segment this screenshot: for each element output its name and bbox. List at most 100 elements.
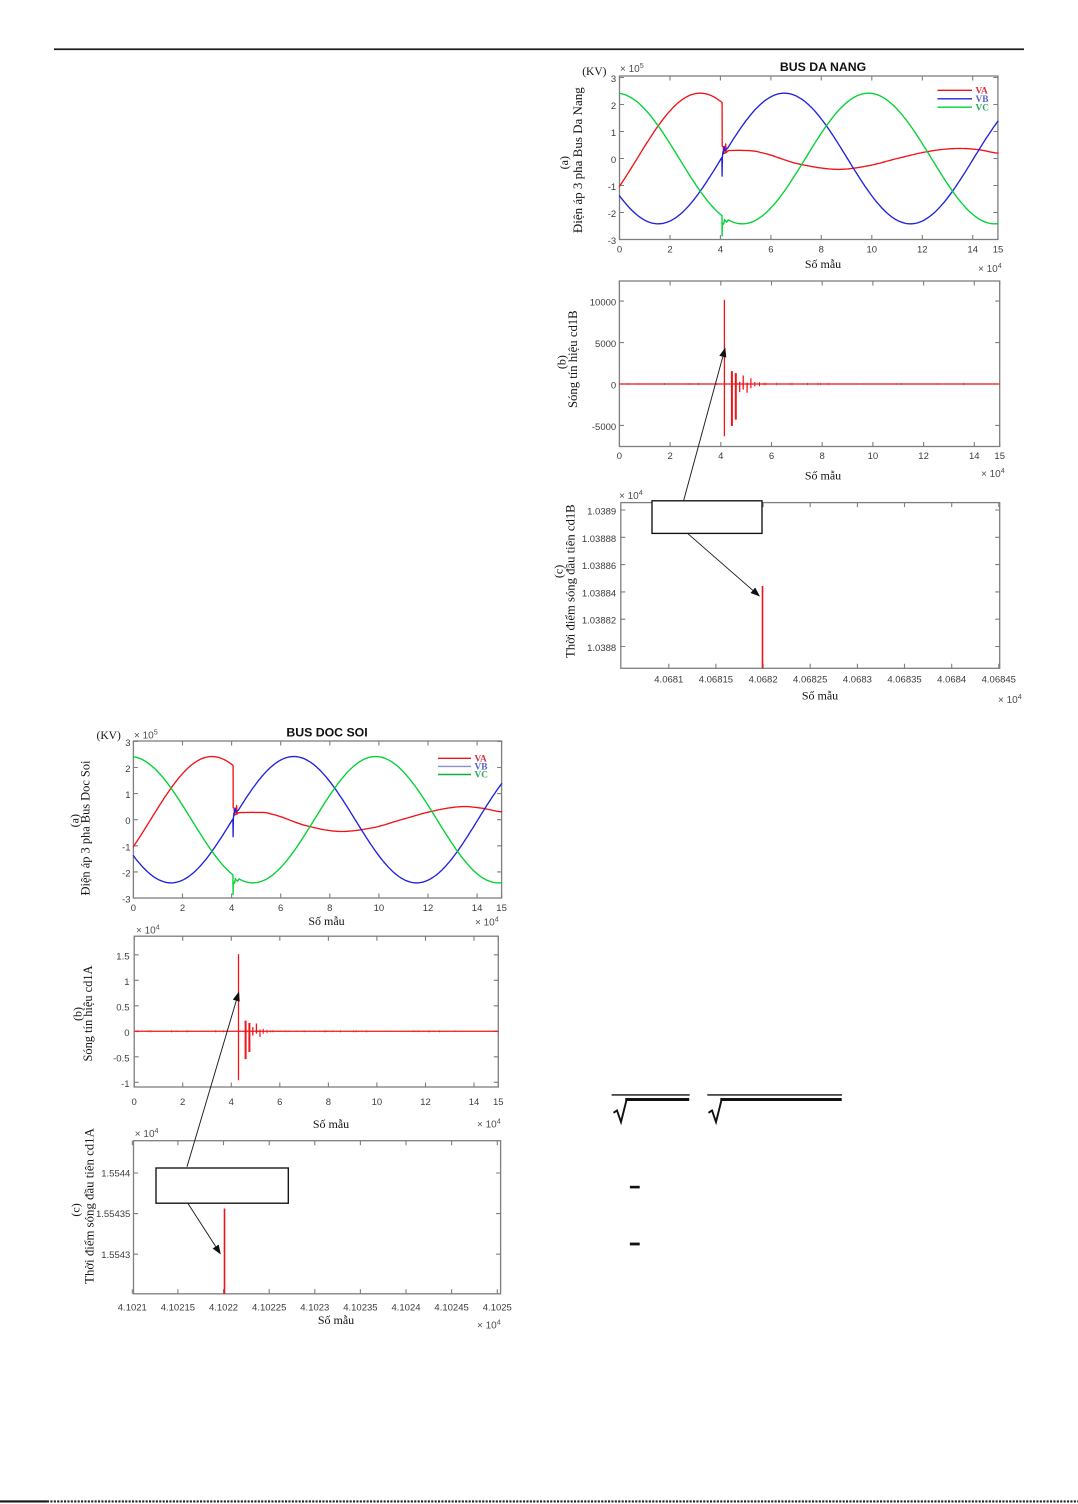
svg-text:0: 0: [124, 1028, 129, 1039]
svg-text:12: 12: [917, 245, 928, 256]
svg-text:2: 2: [667, 245, 672, 256]
svg-text:2: 2: [667, 451, 672, 462]
svg-text:6: 6: [768, 245, 773, 256]
svg-text:0: 0: [617, 451, 622, 462]
svg-text:10000: 10000: [590, 298, 616, 309]
svg-text:× 104: × 104: [136, 922, 160, 936]
svg-text:4: 4: [229, 1097, 234, 1108]
svg-text:15: 15: [993, 245, 1004, 256]
svg-text:8: 8: [819, 245, 824, 256]
svg-text:15: 15: [496, 903, 507, 914]
svg-text:(KV): (KV): [582, 66, 606, 78]
svg-text:1.55435: 1.55435: [96, 1209, 130, 1220]
svg-text:× 105: × 105: [620, 61, 644, 75]
svg-text:0: 0: [617, 245, 622, 256]
svg-text:-3: -3: [608, 236, 616, 247]
svg-text:8: 8: [820, 451, 825, 462]
svg-text:× 104: × 104: [619, 488, 643, 502]
svg-text:(a): (a): [557, 156, 571, 169]
svg-text:4.1023: 4.1023: [300, 1303, 329, 1314]
svg-text:Thời điểm sóng đầu tiên cd1B: Thời điểm sóng đầu tiên cd1B: [564, 504, 578, 658]
svg-text:1: 1: [124, 977, 129, 988]
svg-text:(KV): (KV): [97, 730, 121, 742]
svg-text:4.1022: 4.1022: [209, 1303, 238, 1314]
svg-text:-1: -1: [122, 842, 130, 853]
svg-text:0.5: 0.5: [116, 1002, 129, 1013]
svg-text:BUS DA NANG: BUS DA NANG: [780, 60, 866, 74]
svg-text:3: 3: [125, 738, 130, 749]
svg-text:-2: -2: [608, 209, 616, 220]
svg-text:15: 15: [493, 1097, 504, 1108]
svg-text:-1: -1: [608, 182, 616, 193]
svg-text:Điện áp 3 pha Bus Doc Soi: Điện áp 3 pha Bus Doc Soi: [79, 760, 93, 895]
svg-text:8: 8: [326, 1097, 331, 1108]
svg-text:4.10225: 4.10225: [252, 1303, 286, 1314]
svg-text:4.0684: 4.0684: [937, 675, 966, 686]
svg-text:1.5543: 1.5543: [101, 1250, 130, 1261]
svg-text:-1: -1: [121, 1079, 129, 1090]
svg-text:4: 4: [718, 451, 723, 462]
svg-text:4.10245: 4.10245: [434, 1303, 468, 1314]
svg-text:4: 4: [718, 245, 723, 256]
svg-text:× 104: × 104: [477, 1116, 501, 1130]
svg-text:8: 8: [327, 903, 332, 914]
svg-text:10: 10: [868, 451, 879, 462]
svg-text:Số mẫu: Số mẫu: [805, 469, 841, 483]
svg-text:4.1021: 4.1021: [118, 1303, 147, 1314]
svg-text:1.03882: 1.03882: [582, 616, 616, 627]
svg-text:4.0683: 4.0683: [843, 675, 872, 686]
svg-text:Số mẫu: Số mẫu: [318, 1313, 354, 1327]
svg-text:× 104: × 104: [978, 261, 1002, 275]
svg-text:4.06845: 4.06845: [982, 675, 1016, 686]
svg-text:14: 14: [472, 903, 483, 914]
svg-text:10: 10: [372, 1097, 383, 1108]
svg-text:6: 6: [277, 1097, 282, 1108]
svg-text:1.03886: 1.03886: [582, 561, 616, 572]
svg-text:0: 0: [132, 1097, 137, 1108]
svg-text:1.0389: 1.0389: [587, 507, 616, 518]
svg-text:4.0681: 4.0681: [654, 675, 683, 686]
svg-text:(a): (a): [68, 814, 82, 827]
svg-text:2: 2: [180, 1097, 185, 1108]
svg-text:4.10215: 4.10215: [161, 1303, 195, 1314]
svg-text:5000: 5000: [595, 339, 616, 350]
svg-text:1.5: 1.5: [116, 951, 129, 962]
svg-text:1.0388: 1.0388: [587, 643, 616, 654]
svg-text:0: 0: [125, 816, 130, 827]
svg-text:(b): (b): [554, 355, 568, 369]
svg-text:VB: VB: [976, 95, 989, 105]
svg-text:4.06835: 4.06835: [887, 675, 921, 686]
svg-text:Số mẫu: Số mẫu: [308, 914, 344, 928]
svg-text:VC: VC: [475, 771, 488, 781]
svg-text:10: 10: [374, 903, 385, 914]
svg-text:12: 12: [423, 903, 434, 914]
svg-text:× 104: × 104: [998, 692, 1022, 706]
svg-text:-2: -2: [122, 868, 130, 879]
svg-text:1.5544: 1.5544: [101, 1168, 130, 1179]
svg-text:15: 15: [994, 451, 1005, 462]
svg-text:14: 14: [969, 451, 980, 462]
svg-text:12: 12: [918, 451, 929, 462]
svg-text:4.10235: 4.10235: [343, 1303, 377, 1314]
svg-text:VA: VA: [976, 87, 989, 97]
svg-text:× 105: × 105: [134, 727, 158, 741]
svg-text:4: 4: [229, 903, 234, 914]
svg-text:Số mẫu: Số mẫu: [802, 689, 838, 703]
svg-text:VB: VB: [475, 763, 488, 773]
svg-text:0: 0: [131, 903, 136, 914]
svg-text:Điện áp 3 pha Bus Da Nang: Điện áp 3 pha Bus Da Nang: [570, 87, 585, 233]
svg-text:4.06825: 4.06825: [793, 675, 827, 686]
svg-text:× 104: × 104: [981, 466, 1005, 480]
svg-text:2: 2: [180, 903, 185, 914]
svg-text:12: 12: [420, 1097, 431, 1108]
svg-text:6: 6: [278, 903, 283, 914]
svg-text:-5000: -5000: [592, 422, 616, 433]
svg-text:6: 6: [769, 451, 774, 462]
svg-text:Sóng tín hiệu cd1A: Sóng tín hiệu cd1A: [81, 965, 95, 1061]
svg-text:× 104: × 104: [477, 1317, 501, 1331]
svg-text:× 104: × 104: [135, 1126, 159, 1140]
svg-text:2: 2: [125, 764, 130, 775]
svg-text:1: 1: [611, 128, 616, 139]
svg-text:Số mẫu: Số mẫu: [805, 257, 841, 271]
svg-text:× 104: × 104: [475, 914, 499, 928]
